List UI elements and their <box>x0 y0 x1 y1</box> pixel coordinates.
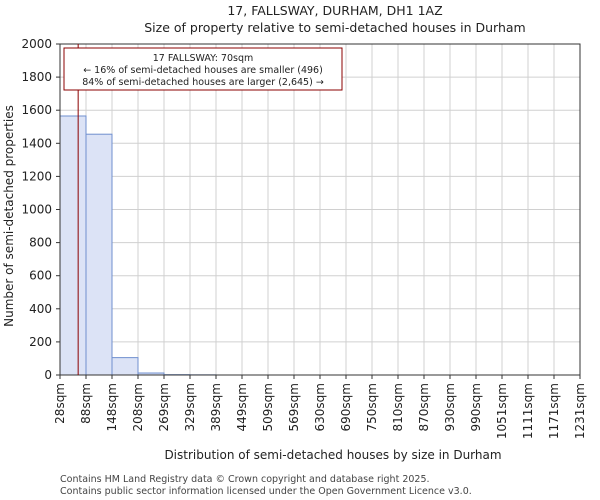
x-tick-label: 1171sqm <box>547 383 561 439</box>
y-tick-label: 1600 <box>21 103 52 117</box>
x-tick-label: 28sqm <box>53 383 67 424</box>
x-tick-label: 990sqm <box>469 383 483 431</box>
histogram-bar <box>111 357 139 376</box>
chart-title: 17, FALLSWAY, DURHAM, DH1 1AZ <box>227 3 442 18</box>
y-tick-label: 2000 <box>21 37 52 51</box>
y-tick-label: 1400 <box>21 136 52 150</box>
bars <box>59 115 217 376</box>
gridlines <box>59 43 581 376</box>
y-tick-label: 800 <box>29 236 52 250</box>
x-tick-label: 148sqm <box>105 383 119 431</box>
x-tick-label: 208sqm <box>131 383 145 431</box>
y-tick-label: 1800 <box>21 70 52 84</box>
x-tick-label: 389sqm <box>209 383 223 431</box>
annotation-line-2: ← 16% of semi-detached houses are smalle… <box>83 65 323 76</box>
y-tick-label: 1200 <box>21 169 52 183</box>
x-tick-label: 870sqm <box>417 383 431 431</box>
x-tick-label: 1111sqm <box>521 383 535 439</box>
x-tick-label: 449sqm <box>235 383 249 431</box>
footer-line-1: Contains HM Land Registry data © Crown c… <box>60 474 430 485</box>
annotation-line-1: 17 FALLSWAY: 70sqm <box>153 53 254 64</box>
x-tick-label: 1231sqm <box>573 383 587 439</box>
y-tick-label: 0 <box>44 368 52 382</box>
x-tick-label: 810sqm <box>391 383 405 431</box>
annotation-line-3: 84% of semi-detached houses are larger (… <box>82 77 324 88</box>
y-tick-label: 600 <box>29 269 52 283</box>
x-tick-label: 630sqm <box>313 383 327 431</box>
x-axis-label: Distribution of semi-detached houses by … <box>164 448 501 462</box>
y-tick-label: 400 <box>29 302 52 316</box>
annotation-box: 17 FALLSWAY: 70sqm ← 16% of semi-detache… <box>63 47 343 91</box>
x-axis-ticks: 28sqm 88sqm 148sqm 208sqm 269sqm 329sqm 389sqm… <box>53 375 587 439</box>
y-axis-ticks: 0 200 400 600 800 1000 1200 1400 1600 1800 2000 <box>21 37 60 382</box>
x-tick-label: 750sqm <box>365 383 379 431</box>
x-tick-label: 569sqm <box>287 383 301 431</box>
chart-subtitle: Size of property relative to semi-detach… <box>144 20 526 35</box>
y-tick-label: 1000 <box>21 203 52 217</box>
annotation-frame <box>63 47 343 91</box>
histogram-bar <box>85 133 113 376</box>
x-tick-label: 269sqm <box>157 383 171 431</box>
x-tick-label: 690sqm <box>339 383 353 431</box>
x-tick-label: 509sqm <box>261 383 275 431</box>
x-tick-label: 329sqm <box>183 383 197 431</box>
footer-line-2: Contains public sector information licen… <box>60 486 472 497</box>
y-tick-label: 200 <box>29 335 52 349</box>
x-tick-label: 930sqm <box>443 383 457 431</box>
y-axis-label: Number of semi-detached properties <box>2 105 16 327</box>
plot-frame <box>59 43 581 376</box>
x-tick-label: 88sqm <box>79 383 93 424</box>
x-tick-label: 1051sqm <box>495 383 509 439</box>
histogram-bar <box>59 115 87 376</box>
